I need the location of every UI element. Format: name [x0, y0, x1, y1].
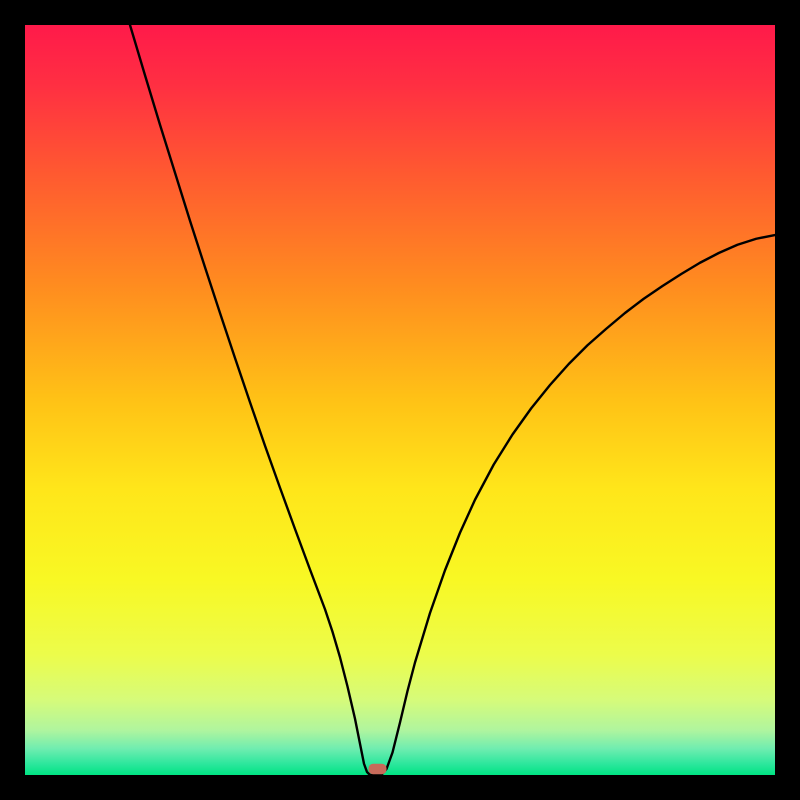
optimal-point-marker: [369, 764, 387, 775]
bottleneck-chart-svg: [0, 0, 800, 800]
chart-stage: TheBottleneck.com: [0, 0, 800, 800]
chart-gradient-background: [25, 25, 775, 775]
